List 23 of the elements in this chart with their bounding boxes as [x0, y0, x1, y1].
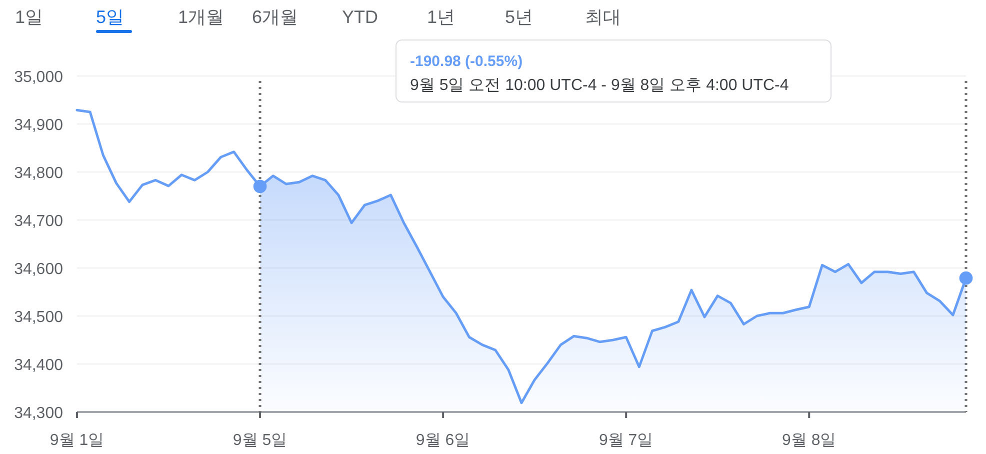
y-tick-label: 34,400 — [14, 357, 64, 374]
text: YTD — [342, 7, 378, 27]
annotation: 9월 5일 오전 10:00 UTC-4 - 9월 8일 오후 4:00 UTC-4 — [410, 77, 789, 94]
y-tick-label: 34,900 — [14, 117, 64, 134]
text: 5년 — [505, 7, 534, 27]
x-tick-label: 9월 1일 — [50, 432, 104, 449]
y-tick-label: 34,700 — [14, 213, 64, 230]
text: 최대 — [585, 7, 621, 27]
y-tick-label: 34,500 — [14, 309, 64, 326]
x-tick-label: 9월 7일 — [598, 432, 654, 449]
x-tick-label: 9월 8일 — [782, 432, 836, 449]
y-tick-label: 34,800 — [14, 165, 64, 182]
x-tick-label: 9월 5일 — [232, 432, 288, 449]
text: -190.98 (-0.55%) — [410, 53, 523, 70]
text: 6개월 — [252, 7, 298, 27]
y-tick-label: 34,300 — [14, 405, 64, 422]
x-tick-label: 9월 6일 — [416, 432, 470, 449]
text: 1일 — [15, 7, 44, 27]
y-tick-label: 34,600 — [14, 261, 64, 278]
text: 5일 — [96, 7, 124, 27]
text: 1년 — [427, 7, 456, 27]
y-tick-label: 35,000 — [14, 69, 64, 86]
text: 1개월 — [178, 7, 224, 27]
